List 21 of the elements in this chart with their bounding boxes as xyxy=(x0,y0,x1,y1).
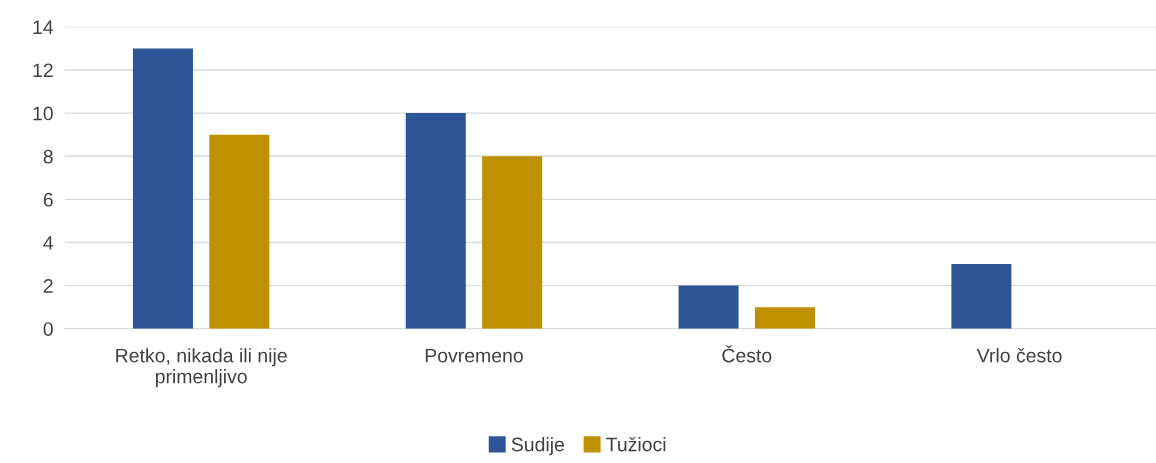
y-tick-label: 12 xyxy=(33,63,53,78)
bar xyxy=(754,307,815,329)
y-tick-label: 8 xyxy=(43,149,53,164)
legend-label: Tužioci xyxy=(606,437,666,452)
bar xyxy=(132,48,193,329)
bar xyxy=(678,285,739,329)
y-tick-label: 0 xyxy=(43,322,53,336)
x-tick-label: Vrlo često xyxy=(976,348,1062,363)
x-tick-label: Retko, nikada ili nije primenljivo xyxy=(116,348,287,388)
bar xyxy=(951,264,1012,329)
y-tick-label: 4 xyxy=(43,236,54,250)
y-tick-label: 6 xyxy=(43,192,53,207)
legend-label: Sudije xyxy=(511,437,565,456)
y-tick-label: 10 xyxy=(33,106,53,121)
bar xyxy=(482,156,543,329)
bar xyxy=(209,134,270,329)
y-tick-label: 14 xyxy=(33,20,54,34)
y-tick-label: 2 xyxy=(43,279,53,293)
x-tick-label: Često xyxy=(722,345,772,363)
bar xyxy=(405,113,466,329)
x-tick-label: Povremeno xyxy=(425,348,523,363)
